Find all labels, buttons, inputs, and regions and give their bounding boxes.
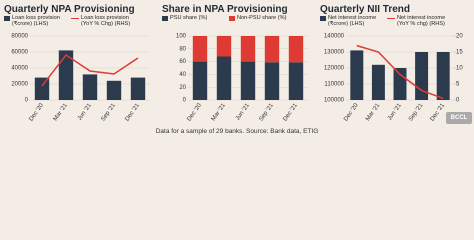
legend-item: PSU share (%)	[162, 15, 226, 21]
y-tick-label: 80000	[11, 34, 28, 40]
y2-tick-label: 0	[456, 98, 460, 104]
footnote: Data for a sample of 29 banks. Source: B…	[155, 128, 319, 135]
charts: Quarterly NPA Provisioning02000040000600…	[4, 2, 464, 124]
legend-item: Net interest income (YoY % chg) (RHS)	[387, 15, 453, 28]
page: Quarterly NPA Provisioning 0 20000 40000 600…	[2, 2, 472, 135]
legend-item: Loan loss provision (₹crore) (LHS)	[4, 15, 68, 28]
legend-label: Loan loss provision (YoY % Chg) (RHS)	[81, 15, 131, 28]
y-tick-label: 140000	[324, 34, 345, 40]
y-tick-label: 60	[179, 59, 186, 65]
bar	[106, 80, 122, 100]
legend-item: Loan loss provision (YoY % Chg) (RHS)	[71, 15, 137, 28]
bar-segment	[192, 36, 208, 62]
legend-swatch	[229, 15, 235, 21]
y-tick-label: 130000	[324, 50, 345, 56]
bar	[371, 64, 385, 100]
bar-segment	[216, 36, 232, 57]
bar	[350, 50, 364, 100]
chart-title: Quarterly NII Trend	[320, 4, 410, 15]
bar	[436, 52, 450, 100]
legend: Loan loss provision (₹crore) (LHS) Loan l…	[4, 15, 137, 28]
legend-swatch	[4, 15, 10, 21]
bar-segment	[288, 36, 304, 63]
y2-tick-label: 15	[456, 50, 463, 56]
bar-segment	[192, 61, 208, 100]
y-tick-label: 60000	[11, 50, 28, 56]
bar	[130, 77, 146, 100]
legend-label: PSU share (%)	[170, 15, 208, 21]
y-tick-label: 80	[179, 46, 186, 52]
y-tick-label: 20	[179, 85, 186, 91]
watermark: BCCL	[446, 112, 472, 124]
y2-tick-label: 10	[456, 66, 463, 72]
legend-swatch	[320, 15, 326, 21]
legend-item: Net interest income (₹crore) (LHS)	[320, 15, 384, 28]
y2-tick-label: 5	[456, 82, 460, 88]
line	[356, 44, 444, 100]
y-tick-label: 100000	[324, 98, 345, 104]
chart-title: Share in NPA Provisioning	[162, 4, 288, 15]
bar-segment	[264, 36, 280, 63]
legend-item: Non-PSU share (%)	[229, 15, 293, 21]
legend-label: Net interest income (₹crore) (LHS)	[328, 15, 377, 28]
bar	[58, 50, 74, 100]
y-tick-label: 40000	[11, 66, 28, 72]
y-tick-label: 120000	[324, 66, 345, 72]
legend-label: Loan loss provision (₹crore) (LHS)	[12, 15, 60, 28]
bar-segment	[288, 62, 304, 100]
bar	[34, 77, 50, 100]
legend-swatch	[387, 17, 395, 19]
bar-segment	[240, 61, 256, 100]
y-tick-label: 40	[179, 72, 186, 78]
y2-tick-label: 20	[456, 34, 463, 40]
bar-segment	[240, 36, 256, 62]
plot-background	[160, 2, 312, 124]
y-tick-label: 100	[176, 34, 187, 40]
chart-title: Quarterly NPA Provisioning	[4, 4, 135, 15]
line	[41, 53, 139, 87]
legend-swatch	[162, 15, 168, 21]
bar	[82, 74, 98, 100]
y-tick-label: 110000	[324, 82, 344, 88]
legend: PSU share (%) Non-PSU share (%)	[162, 15, 293, 21]
y-tick-label: 0	[183, 98, 187, 104]
bar-segment	[264, 62, 280, 100]
bar-segment	[216, 56, 232, 100]
y-tick-label: 0	[25, 98, 29, 104]
legend-swatch	[71, 17, 79, 19]
legend-label: Net interest income (YoY % chg) (RHS)	[397, 15, 446, 28]
y-tick-label: 20000	[11, 82, 28, 88]
bar	[393, 68, 407, 100]
legend: Net interest income (₹crore) (LHS) Net in…	[320, 15, 453, 28]
legend-label: Non-PSU share (%)	[237, 15, 287, 21]
